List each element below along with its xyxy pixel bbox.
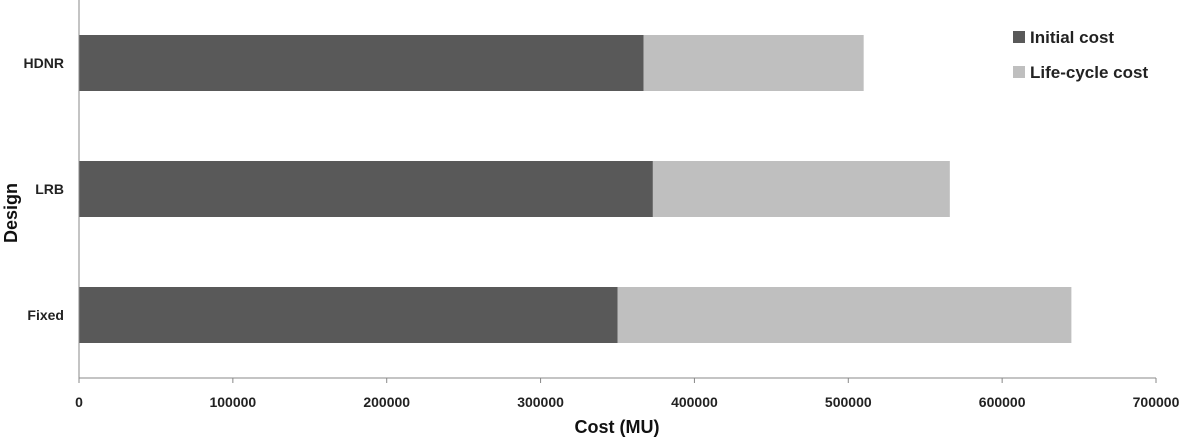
x-tick-label: 700000 xyxy=(1133,394,1180,410)
x-tick-label: 600000 xyxy=(979,394,1026,410)
y-axis-title: Design xyxy=(1,183,21,243)
legend-swatch-life-cycle xyxy=(1013,66,1025,78)
y-category-label: LRB xyxy=(35,181,64,197)
x-tick-label: 100000 xyxy=(209,394,256,410)
bar-fixed-life-cycle xyxy=(617,287,1072,343)
legend-label-life-cycle: Life-cycle cost xyxy=(1030,63,1148,82)
y-category-label: HDNR xyxy=(24,55,64,71)
x-tick-label: 300000 xyxy=(517,394,564,410)
bar-hdnr-initial xyxy=(79,35,644,91)
bar-lrb-life-cycle xyxy=(652,161,950,217)
bar-hdnr-life-cycle xyxy=(643,35,864,91)
legend-label-initial: Initial cost xyxy=(1030,28,1114,47)
x-tick-label: 0 xyxy=(75,394,83,410)
x-tick-label: 200000 xyxy=(363,394,410,410)
x-axis-title: Cost (MU) xyxy=(575,417,660,437)
y-category-label: Fixed xyxy=(27,307,64,323)
bar-fixed-initial xyxy=(79,287,618,343)
legend-swatch-initial xyxy=(1013,31,1025,43)
bar-lrb-initial xyxy=(79,161,653,217)
x-tick-label: 400000 xyxy=(671,394,718,410)
legend: Initial cost Life-cycle cost xyxy=(1013,28,1148,82)
x-tick-label: 500000 xyxy=(825,394,872,410)
